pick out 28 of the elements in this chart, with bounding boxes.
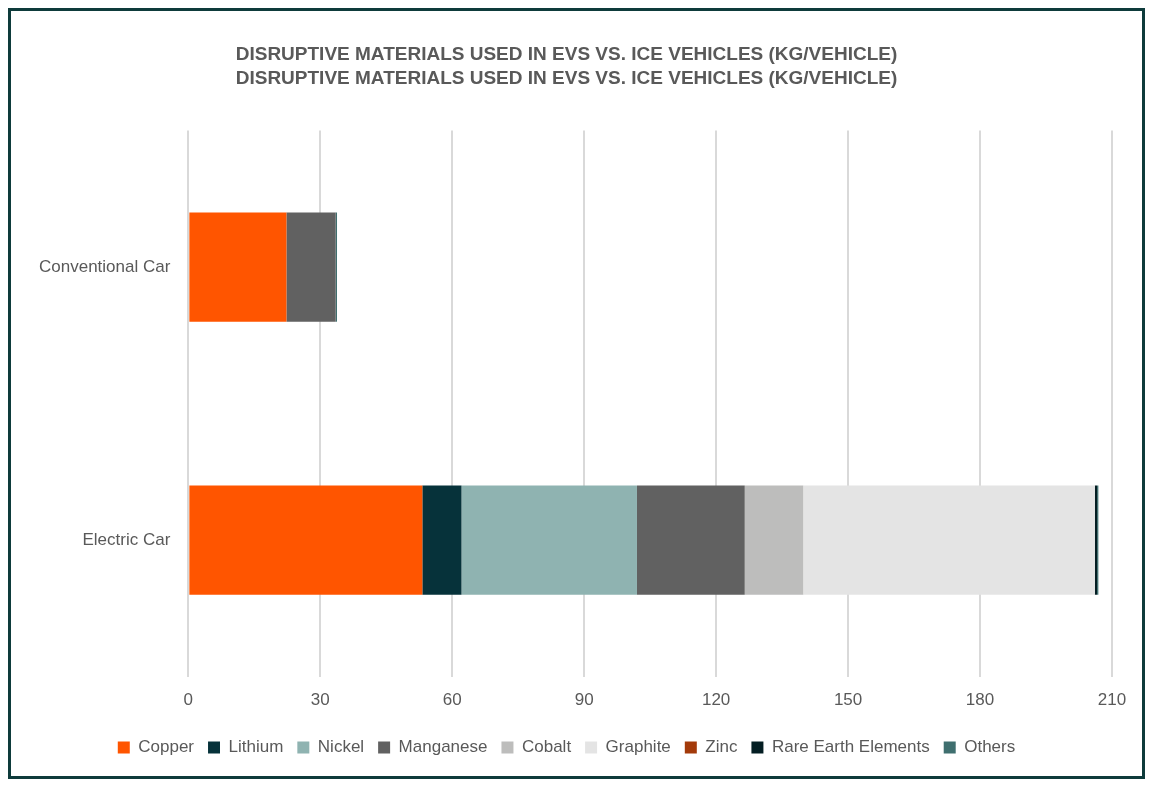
legend-label: Lithium [228, 737, 284, 757]
bar [189, 212, 287, 322]
y-tick-label: Conventional Car [38, 256, 171, 276]
bar [189, 485, 423, 595]
legend-label: Copper [138, 737, 195, 757]
chart-title: DISRUPTIVE MATERIALS USED IN EVS VS. ICE VEHICLES (KG/VEHICLE) [235, 42, 898, 64]
legend-label: Cobalt [521, 737, 572, 757]
legend-label: Rare Earth Elements [771, 737, 930, 757]
bar [422, 485, 462, 595]
x-tick-label: 210 [1097, 690, 1127, 710]
bar [636, 485, 745, 595]
chart-subtitle: DISRUPTIVE MATERIALS USED IN EVS VS. ICE VEHICLES (KG/VEHICLE) [235, 67, 898, 89]
bar [286, 212, 336, 322]
bar [461, 485, 637, 595]
legend-label: Manganese [398, 737, 488, 757]
x-tick-label: 0 [183, 690, 194, 710]
y-tick-label: Electric Car [82, 529, 171, 549]
legend-label: Others [964, 737, 1016, 757]
legend-label: Zinc [705, 737, 738, 757]
legend-label: Graphite [605, 737, 671, 757]
bar [744, 485, 804, 595]
x-tick-label: 60 [442, 690, 462, 710]
x-tick-label: 30 [310, 690, 330, 710]
x-tick-label: 180 [965, 690, 995, 710]
x-tick-label: 90 [574, 690, 594, 710]
x-tick-label: 120 [701, 690, 731, 710]
legend-label: Nickel [317, 737, 365, 757]
x-tick-label: 150 [833, 690, 863, 710]
